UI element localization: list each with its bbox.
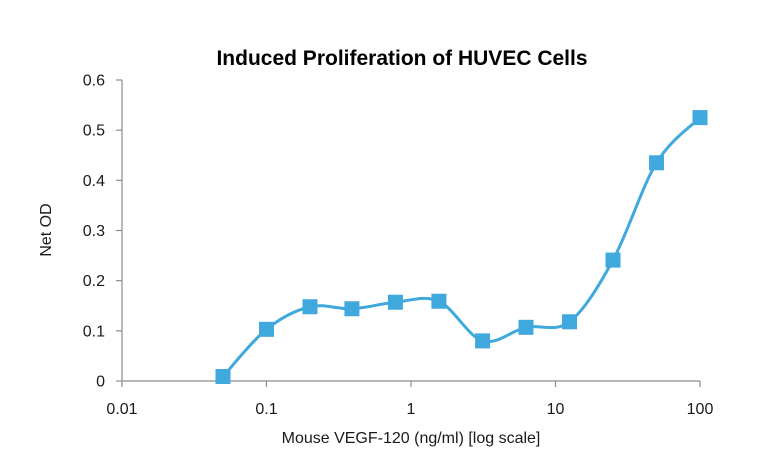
y-tick-label: 0	[96, 374, 105, 391]
data-point-marker	[302, 299, 318, 315]
x-tick-label: 0.01	[106, 401, 137, 418]
x-tick-label: 1	[407, 401, 416, 418]
data-point-marker	[344, 301, 360, 317]
data-point-marker	[692, 110, 708, 126]
y-tick-label: 0.5	[83, 123, 105, 140]
y-tick-label: 0.1	[83, 323, 105, 340]
y-tick-label: 0.6	[83, 73, 105, 90]
data-point-marker	[387, 294, 403, 310]
y-tick-label: 0.4	[83, 173, 105, 190]
y-tick-label: 0.3	[83, 223, 105, 240]
x-tick-label: 0.1	[255, 401, 277, 418]
data-point-marker	[649, 155, 664, 171]
series-line	[221, 116, 702, 378]
y-axis-label: Net OD	[38, 203, 55, 256]
chart-title: Induced Proliferation of HUVEC Cells	[216, 47, 587, 70]
x-axis-ticks: 0.01 0.1 1 10 100	[106, 381, 713, 418]
data-point-marker	[605, 252, 621, 268]
x-tick-label: 100	[687, 401, 714, 418]
y-tick-label: 0.2	[83, 273, 105, 290]
x-tick-label: 10	[547, 401, 565, 418]
data-point-marker	[215, 368, 231, 384]
data-point-marker	[562, 314, 577, 330]
data-point-marker	[259, 321, 274, 337]
y-axis-ticks: 0 0.1 0.2 0.3 0.4 0.5 0.6	[83, 73, 122, 391]
data-point-marker	[475, 333, 491, 349]
series-group	[215, 110, 708, 384]
data-point-marker	[518, 319, 534, 335]
x-axis-label: Mouse VEGF-120 (ng/ml) [log scale]	[282, 430, 541, 447]
data-point-marker	[431, 293, 447, 309]
